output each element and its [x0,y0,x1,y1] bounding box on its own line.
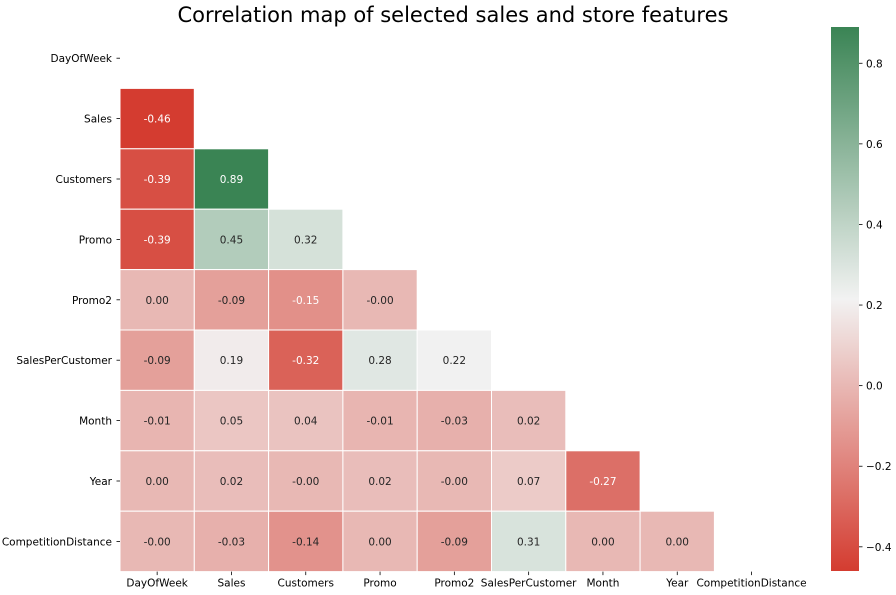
cell-value-label: -0.09 [144,355,171,367]
heatmap-cell [342,269,418,331]
y-tick-label: Sales [84,114,112,126]
cell-value-label: -0.32 [292,355,319,367]
heatmap-cell [193,148,270,210]
heatmap-cell [268,208,344,271]
cell-value-label: 0.32 [294,234,317,246]
heatmap-cell [416,329,493,391]
x-tick-label: Sales [217,578,245,590]
x-tick-label: Promo [363,578,396,590]
colorbar-tick-label: −0.2 [866,461,892,473]
heatmap-cell [268,510,344,573]
cell-value-label: -0.09 [218,295,245,307]
heatmap-cell [342,329,418,391]
cell-value-label: 0.28 [368,355,391,367]
cell-value-label: -0.00 [144,536,171,548]
cell-value-label: -0.00 [292,476,319,488]
colorbar-tick-label: 0.0 [866,381,883,393]
cell-value-label: 0.45 [220,234,243,246]
heatmap-cells: -0.46 -0.39 0.89 -0.39 0.45 0.32 0.00 -0.09 -0.1… [119,87,715,573]
heatmap-cell [119,208,195,271]
x-axis-tick-labels: DayOfWeek Sales Customers Promo Promo2 SalesP… [126,571,807,590]
cell-value-label: -0.39 [144,234,171,246]
heatmap-cell [193,269,270,331]
cell-value-label: 0.07 [517,476,540,488]
cell-value-label: -0.03 [441,416,468,428]
y-axis-tick-labels: DayOfWeek Sales Customers Promo Promo2 SalesP… [2,53,120,548]
cell-value-label: 0.89 [220,174,243,186]
y-tick-label: Promo2 [72,295,112,307]
cell-value-label: -0.01 [144,416,171,428]
cell-value-label: 0.00 [145,476,168,488]
heatmap-cell [119,87,195,150]
colorbar-tick-label: 0.2 [866,300,883,312]
cell-value-label: 0.04 [294,416,318,428]
cell-value-label: -0.15 [292,295,319,307]
heatmap-cell [268,389,344,452]
x-tick-label: SalesPerCustomer [481,578,577,590]
chart-title: Correlation map of selected sales and st… [178,3,729,27]
heatmap-cell [193,329,270,391]
cell-value-label: 0.02 [517,416,540,428]
y-tick-label: Promo [79,234,112,246]
heatmap-cell [342,389,418,452]
cell-value-label: 0.00 [368,536,391,548]
cell-value-label: 0.31 [517,536,540,548]
heatmap-cell [639,510,715,573]
y-tick-label: SalesPerCustomer [16,355,112,367]
x-tick-label: Month [586,578,619,590]
heatmap-cell [193,450,270,512]
x-tick-label: DayOfWeek [126,578,188,590]
y-tick-label: Customers [56,174,112,186]
cell-value-label: -0.01 [366,416,393,428]
cell-value-label: -0.00 [366,295,393,307]
heatmap-cell [491,389,567,452]
y-tick-label: Month [79,416,112,428]
cell-value-label: 0.00 [666,536,689,548]
colorbar-tick-label: 0.6 [866,139,883,151]
cell-value-label: -0.09 [441,536,468,548]
cell-value-label: -0.46 [144,114,171,126]
x-tick-label: Promo2 [434,578,474,590]
cell-value-label: 0.22 [443,355,466,367]
colorbar-tick-label: 0.4 [866,219,883,231]
heatmap-cell [119,450,195,512]
cell-value-label: -0.00 [441,476,468,488]
colorbar-tick-label: −0.4 [866,542,892,554]
cell-value-label: -0.03 [218,536,245,548]
cell-value-label: -0.39 [144,174,171,186]
heatmap-cell [193,389,270,452]
y-tick-label: Year [89,476,113,488]
heatmap-cell [342,450,418,512]
heatmap-cell [491,450,567,512]
cell-value-label: 0.05 [220,416,243,428]
heatmap-cell [416,389,493,452]
colorbar-gradient-bar [831,27,859,571]
cell-value-label: -0.27 [589,476,616,488]
y-tick-label: CompetitionDistance [2,536,112,548]
cell-value-label: 0.02 [220,476,243,488]
y-tick-label: DayOfWeek [51,53,113,65]
heatmap-cell [119,148,195,210]
cell-value-label: 0.19 [220,355,243,367]
x-tick-label: CompetitionDistance [696,578,806,590]
colorbar-tick-label: 0.8 [866,58,883,70]
cell-value-label: -0.14 [292,536,319,548]
heatmap-cell [565,450,641,512]
x-tick-label: Year [665,578,689,590]
x-tick-label: Customers [278,578,334,590]
cell-value-label: 0.00 [591,536,614,548]
cell-value-label: 0.00 [145,295,168,307]
heatmap-cell [119,510,195,573]
colorbar: −0.4 −0.2 0.0 0.2 0.4 0.6 0.8 [831,27,892,571]
cell-value-label: 0.02 [368,476,391,488]
